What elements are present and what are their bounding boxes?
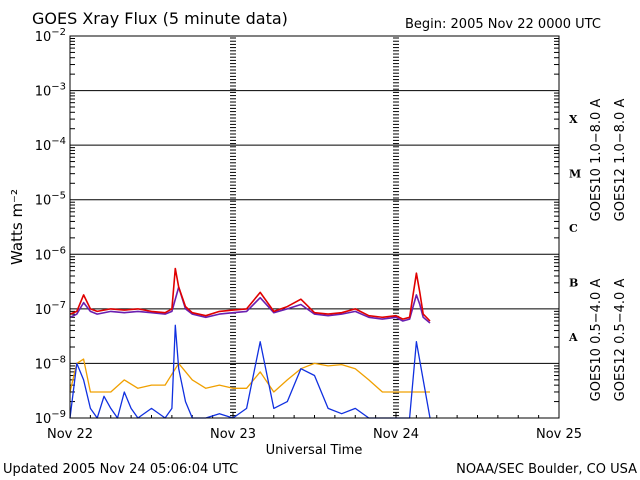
updated-timestamp: Updated 2005 Nov 24 05:06:04 UTC xyxy=(3,462,238,477)
y-tick-label: 10−9 xyxy=(35,409,66,427)
flare-class-label: B xyxy=(569,277,578,290)
series-line-goes10-long xyxy=(69,286,431,324)
tick-layer xyxy=(69,37,560,418)
y-tick-label: 10−5 xyxy=(35,191,66,209)
x-tick-label: Nov 23 xyxy=(210,427,256,442)
legend-goes10-short: GOES10 0.5−4.0 A xyxy=(589,279,604,402)
y-tick-label: 10−3 xyxy=(35,82,66,100)
y-tick-label: 10−8 xyxy=(35,354,66,372)
legend-goes12-short: GOES12 0.5−4.0 A xyxy=(613,279,628,402)
x-axis-label: Universal Time xyxy=(266,443,363,458)
y-tick-label: 10−4 xyxy=(35,136,66,154)
y-axis-label: Watts m⁻² xyxy=(8,189,26,265)
y-tick-label: 10−6 xyxy=(35,245,66,263)
noaa-credit: NOAA/SEC Boulder, CO USA xyxy=(456,462,637,477)
plot-frame xyxy=(69,35,560,419)
x-tick-label-layer: Nov 22 Nov 23 Nov 24 Nov 25 xyxy=(47,427,582,442)
y-tick-label: 10−2 xyxy=(35,27,66,45)
x-tick-label: Nov 24 xyxy=(373,427,419,442)
flare-class-label: A xyxy=(568,331,578,344)
flare-class-label: C xyxy=(569,222,578,235)
day-separator xyxy=(393,37,399,417)
day-separator xyxy=(230,37,236,417)
flare-class-label: M xyxy=(569,167,581,180)
flare-class-layer: X M C B A xyxy=(568,113,581,344)
legend-goes10-long: GOES10 1.0−8.0 A xyxy=(589,99,604,222)
begin-label: Begin: 2005 Nov 22 0000 UTC xyxy=(405,17,601,32)
y-tick-label: 10−7 xyxy=(35,300,66,318)
y-tick-label-layer: 10−2 10−3 10−4 10−5 10−6 10−7 10−8 10−9 xyxy=(35,27,66,427)
x-tick-label: Nov 25 xyxy=(536,427,582,442)
series-line-goes10-short xyxy=(69,358,430,393)
flare-class-label: X xyxy=(569,113,578,126)
chart-title: GOES Xray Flux (5 minute data) xyxy=(32,9,288,28)
legend-goes12-long: GOES12 1.0−8.0 A xyxy=(613,99,628,222)
series-line-goes12-long xyxy=(69,267,431,322)
x-tick-label: Nov 22 xyxy=(47,427,93,442)
